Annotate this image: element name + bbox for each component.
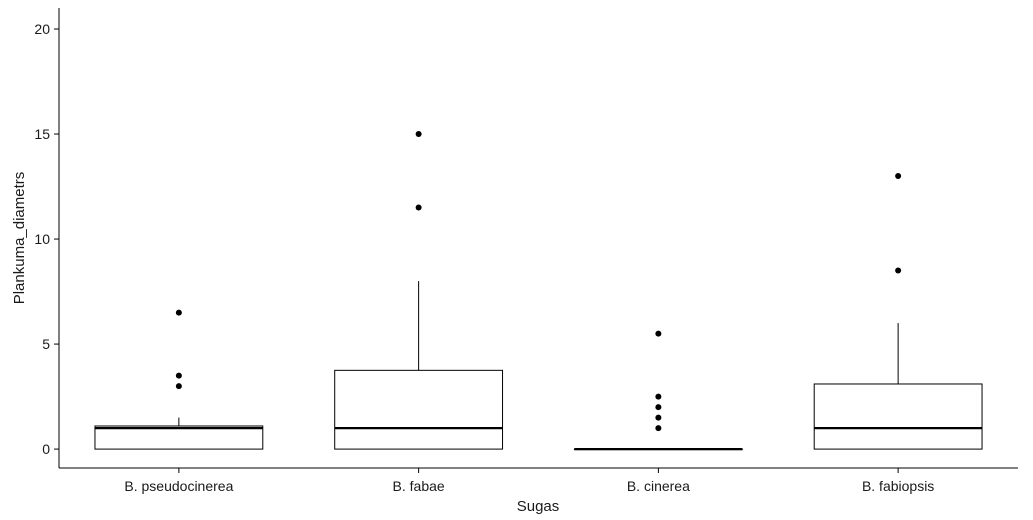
outlier-point bbox=[655, 330, 662, 337]
outlier-point bbox=[895, 173, 902, 180]
x-tick-label: B. cinerea bbox=[627, 478, 690, 494]
y-tick-label: 0 bbox=[42, 441, 50, 457]
boxes-layer bbox=[94, 131, 983, 451]
x-tick-label: B. fabae bbox=[393, 478, 445, 494]
x-tick-label: B. pseudocinerea bbox=[124, 478, 233, 494]
box-group bbox=[94, 309, 264, 450]
box-group bbox=[573, 330, 743, 451]
outlier-point bbox=[895, 267, 902, 274]
outlier-point bbox=[655, 414, 662, 421]
box-group bbox=[334, 131, 504, 450]
y-axis-title: Plankuma_diametrs bbox=[11, 172, 28, 305]
outlier-point bbox=[175, 372, 182, 379]
x-axis-title: Sugas bbox=[517, 498, 560, 515]
y-tick-label: 15 bbox=[34, 126, 50, 142]
axes-layer bbox=[58, 8, 1018, 469]
outlier-point bbox=[175, 383, 182, 390]
outlier-point bbox=[415, 131, 422, 138]
y-tick-label: 20 bbox=[34, 21, 50, 37]
outlier-point bbox=[175, 309, 182, 316]
outlier-point bbox=[415, 204, 422, 211]
outlier-point bbox=[655, 404, 662, 411]
box-body bbox=[334, 369, 504, 450]
ticks-layer: 0 5 10 15 20 B. pseudocinerea B. fabae B. ciner… bbox=[34, 21, 934, 494]
box-body bbox=[813, 383, 983, 450]
box-body bbox=[94, 425, 264, 450]
outlier-point bbox=[655, 393, 662, 400]
y-tick-label: 10 bbox=[34, 231, 50, 247]
y-tick-label: 5 bbox=[42, 336, 50, 352]
outlier-point bbox=[655, 425, 662, 432]
x-tick-label: B. fabiopsis bbox=[862, 478, 934, 494]
box-group bbox=[813, 173, 983, 450]
